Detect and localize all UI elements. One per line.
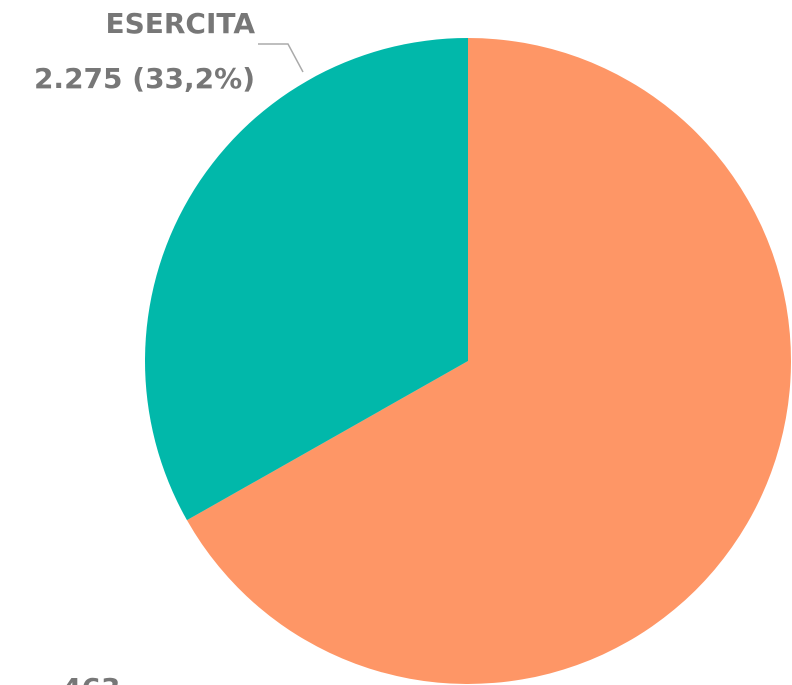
- annotation: 463: [62, 672, 120, 685]
- slice-value-label: 2.275 (33,2%): [34, 62, 255, 95]
- pie-slice: [186, 38, 792, 684]
- slice-label: ESERCITA: [105, 7, 255, 40]
- leader-line: [258, 43, 304, 73]
- pie-slice: [145, 38, 468, 521]
